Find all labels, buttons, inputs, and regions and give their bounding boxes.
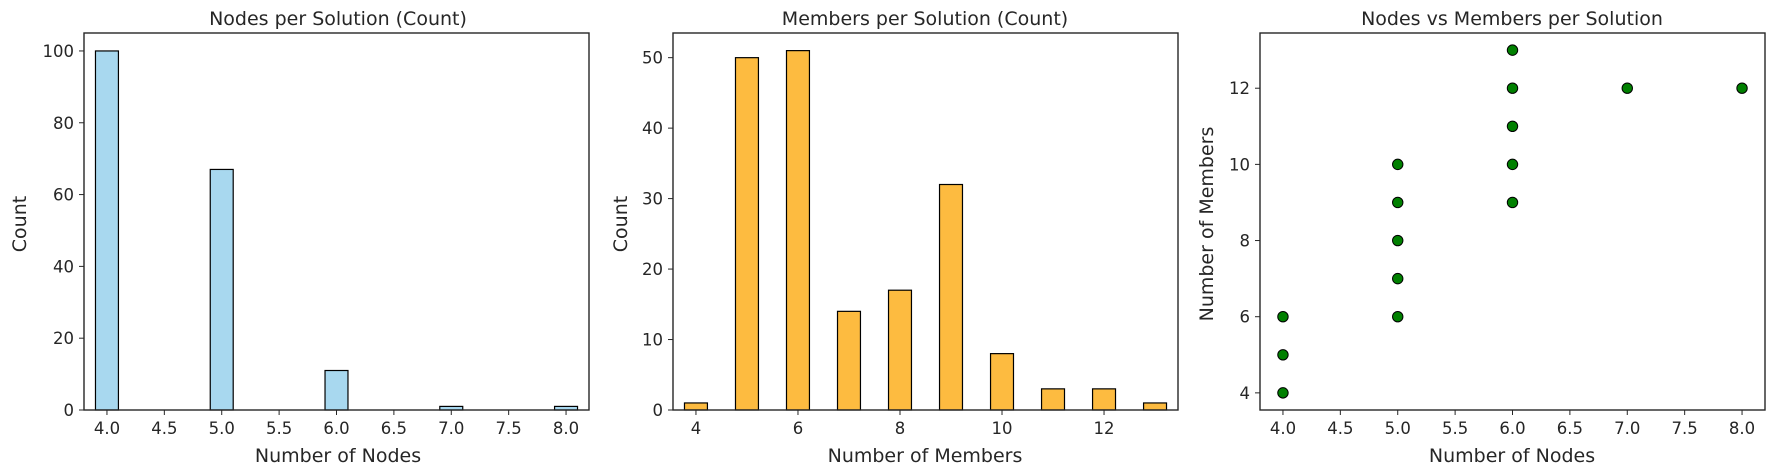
bar: [734, 57, 760, 411]
y-tick-label: 60: [53, 186, 74, 205]
bar: [1142, 402, 1168, 411]
x-axis-label: Number of Nodes: [255, 445, 421, 467]
plot-frame: [672, 32, 1179, 411]
y-tick-label: 20: [642, 260, 663, 279]
x-tick-label: 4.0: [94, 419, 120, 438]
plot-frame: [1259, 32, 1766, 411]
scatter-point: [1392, 196, 1404, 209]
scatter-point: [1621, 82, 1633, 94]
scatter-panel: Nodes vs Members per Solution Number of …: [1196, 8, 1766, 467]
x-tick-label: 5.0: [209, 419, 235, 438]
y-tick-label: 0: [653, 401, 664, 420]
x-tick-label: 7.5: [1672, 419, 1698, 438]
scatter-point: [1392, 234, 1404, 247]
x-ticks: 4 6 8 10 12: [691, 410, 1115, 438]
y-tick-label: 6: [1240, 308, 1251, 327]
y-tick-label: 10: [642, 331, 663, 350]
scatter-point: [1506, 82, 1519, 94]
x-axis-label: Number of Nodes: [1429, 445, 1595, 467]
scatter-point: [1277, 387, 1289, 399]
y-tick-label: 8: [1240, 232, 1251, 251]
bar: [887, 289, 913, 411]
bar: [938, 183, 964, 411]
bar: [324, 369, 349, 411]
x-tick-label: 6: [793, 419, 804, 438]
scatter-point: [1392, 158, 1404, 171]
chart-title: Members per Solution (Count): [782, 8, 1068, 30]
scatter-point: [1506, 120, 1519, 132]
y-ticks: 4 6 8 10 12: [1229, 79, 1260, 403]
scatter-point: [1277, 349, 1289, 361]
x-tick-label: 12: [1094, 419, 1115, 438]
y-tick-label: 20: [53, 329, 74, 348]
plot-frame: [83, 32, 590, 411]
points-group: [1277, 44, 1748, 399]
x-ticks: 4.0 4.5 5.0 5.5 6.0 6.5 7.0 7.5 8.0: [94, 410, 579, 438]
bar: [989, 353, 1015, 411]
scatter-point: [1736, 82, 1748, 94]
x-ticks: 4.0 4.5 5.0 5.5 6.0 6.5 7.0 7.5 8.0: [1270, 410, 1755, 438]
x-tick-label: 8.0: [553, 419, 579, 438]
bars-group: [94, 50, 579, 411]
x-tick-label: 5.0: [1385, 419, 1411, 438]
y-ticks: 0 10 20 30 40 50: [642, 49, 673, 420]
x-tick-label: 5.5: [266, 419, 292, 438]
y-tick-label: 4: [1240, 384, 1251, 403]
y-tick-label: 0: [64, 401, 75, 420]
scatter-point: [1506, 158, 1519, 171]
x-tick-label: 5.5: [1442, 419, 1468, 438]
x-tick-label: 10: [992, 419, 1013, 438]
x-tick-label: 4: [691, 419, 702, 438]
bar: [1091, 388, 1117, 411]
bar: [683, 402, 709, 411]
y-tick-label: 50: [642, 49, 663, 68]
chart-title: Nodes vs Members per Solution: [1361, 8, 1663, 30]
chart-title: Nodes per Solution (Count): [209, 8, 467, 30]
scatter-point: [1506, 44, 1519, 56]
x-tick-label: 8: [895, 419, 906, 438]
x-tick-label: 6.0: [1499, 419, 1525, 438]
y-axis-label: Count: [610, 196, 632, 252]
y-tick-label: 12: [1229, 79, 1250, 98]
y-tick-label: 40: [642, 119, 663, 138]
scatter-point: [1506, 196, 1519, 209]
y-tick-label: 80: [53, 114, 74, 133]
x-tick-label: 4.0: [1270, 419, 1296, 438]
x-tick-label: 7.0: [438, 419, 464, 438]
bar: [836, 310, 862, 411]
scatter-point: [1392, 272, 1404, 285]
x-tick-label: 6.5: [381, 419, 407, 438]
y-tick-label: 100: [43, 42, 75, 61]
x-tick-label: 7.0: [1614, 419, 1640, 438]
y-ticks: 0 20 40 60 80 100: [43, 42, 84, 420]
x-tick-label: 4.5: [151, 419, 177, 438]
x-tick-label: 6.5: [1557, 419, 1583, 438]
x-tick-label: 6.0: [323, 419, 349, 438]
y-axis-label: Number of Members: [1196, 127, 1218, 322]
nodes-histogram-panel: Nodes per Solution (Count) Number of Nod…: [9, 8, 590, 467]
members-histogram-panel: Members per Solution (Count) Number of M…: [610, 8, 1179, 467]
x-axis-label: Number of Members: [828, 445, 1023, 467]
y-tick-label: 40: [53, 257, 74, 276]
x-tick-label: 7.5: [496, 419, 522, 438]
scatter-point: [1277, 311, 1289, 323]
bar: [1040, 388, 1066, 411]
x-tick-label: 8.0: [1729, 419, 1755, 438]
x-tick-label: 4.5: [1327, 419, 1353, 438]
bars-group: [683, 50, 1168, 411]
y-tick-label: 10: [1229, 155, 1250, 174]
y-axis-label: Count: [9, 196, 31, 252]
scatter-point: [1392, 311, 1404, 323]
y-tick-label: 30: [642, 190, 663, 209]
bar: [94, 50, 120, 411]
bar: [785, 50, 811, 411]
bar: [209, 168, 234, 411]
